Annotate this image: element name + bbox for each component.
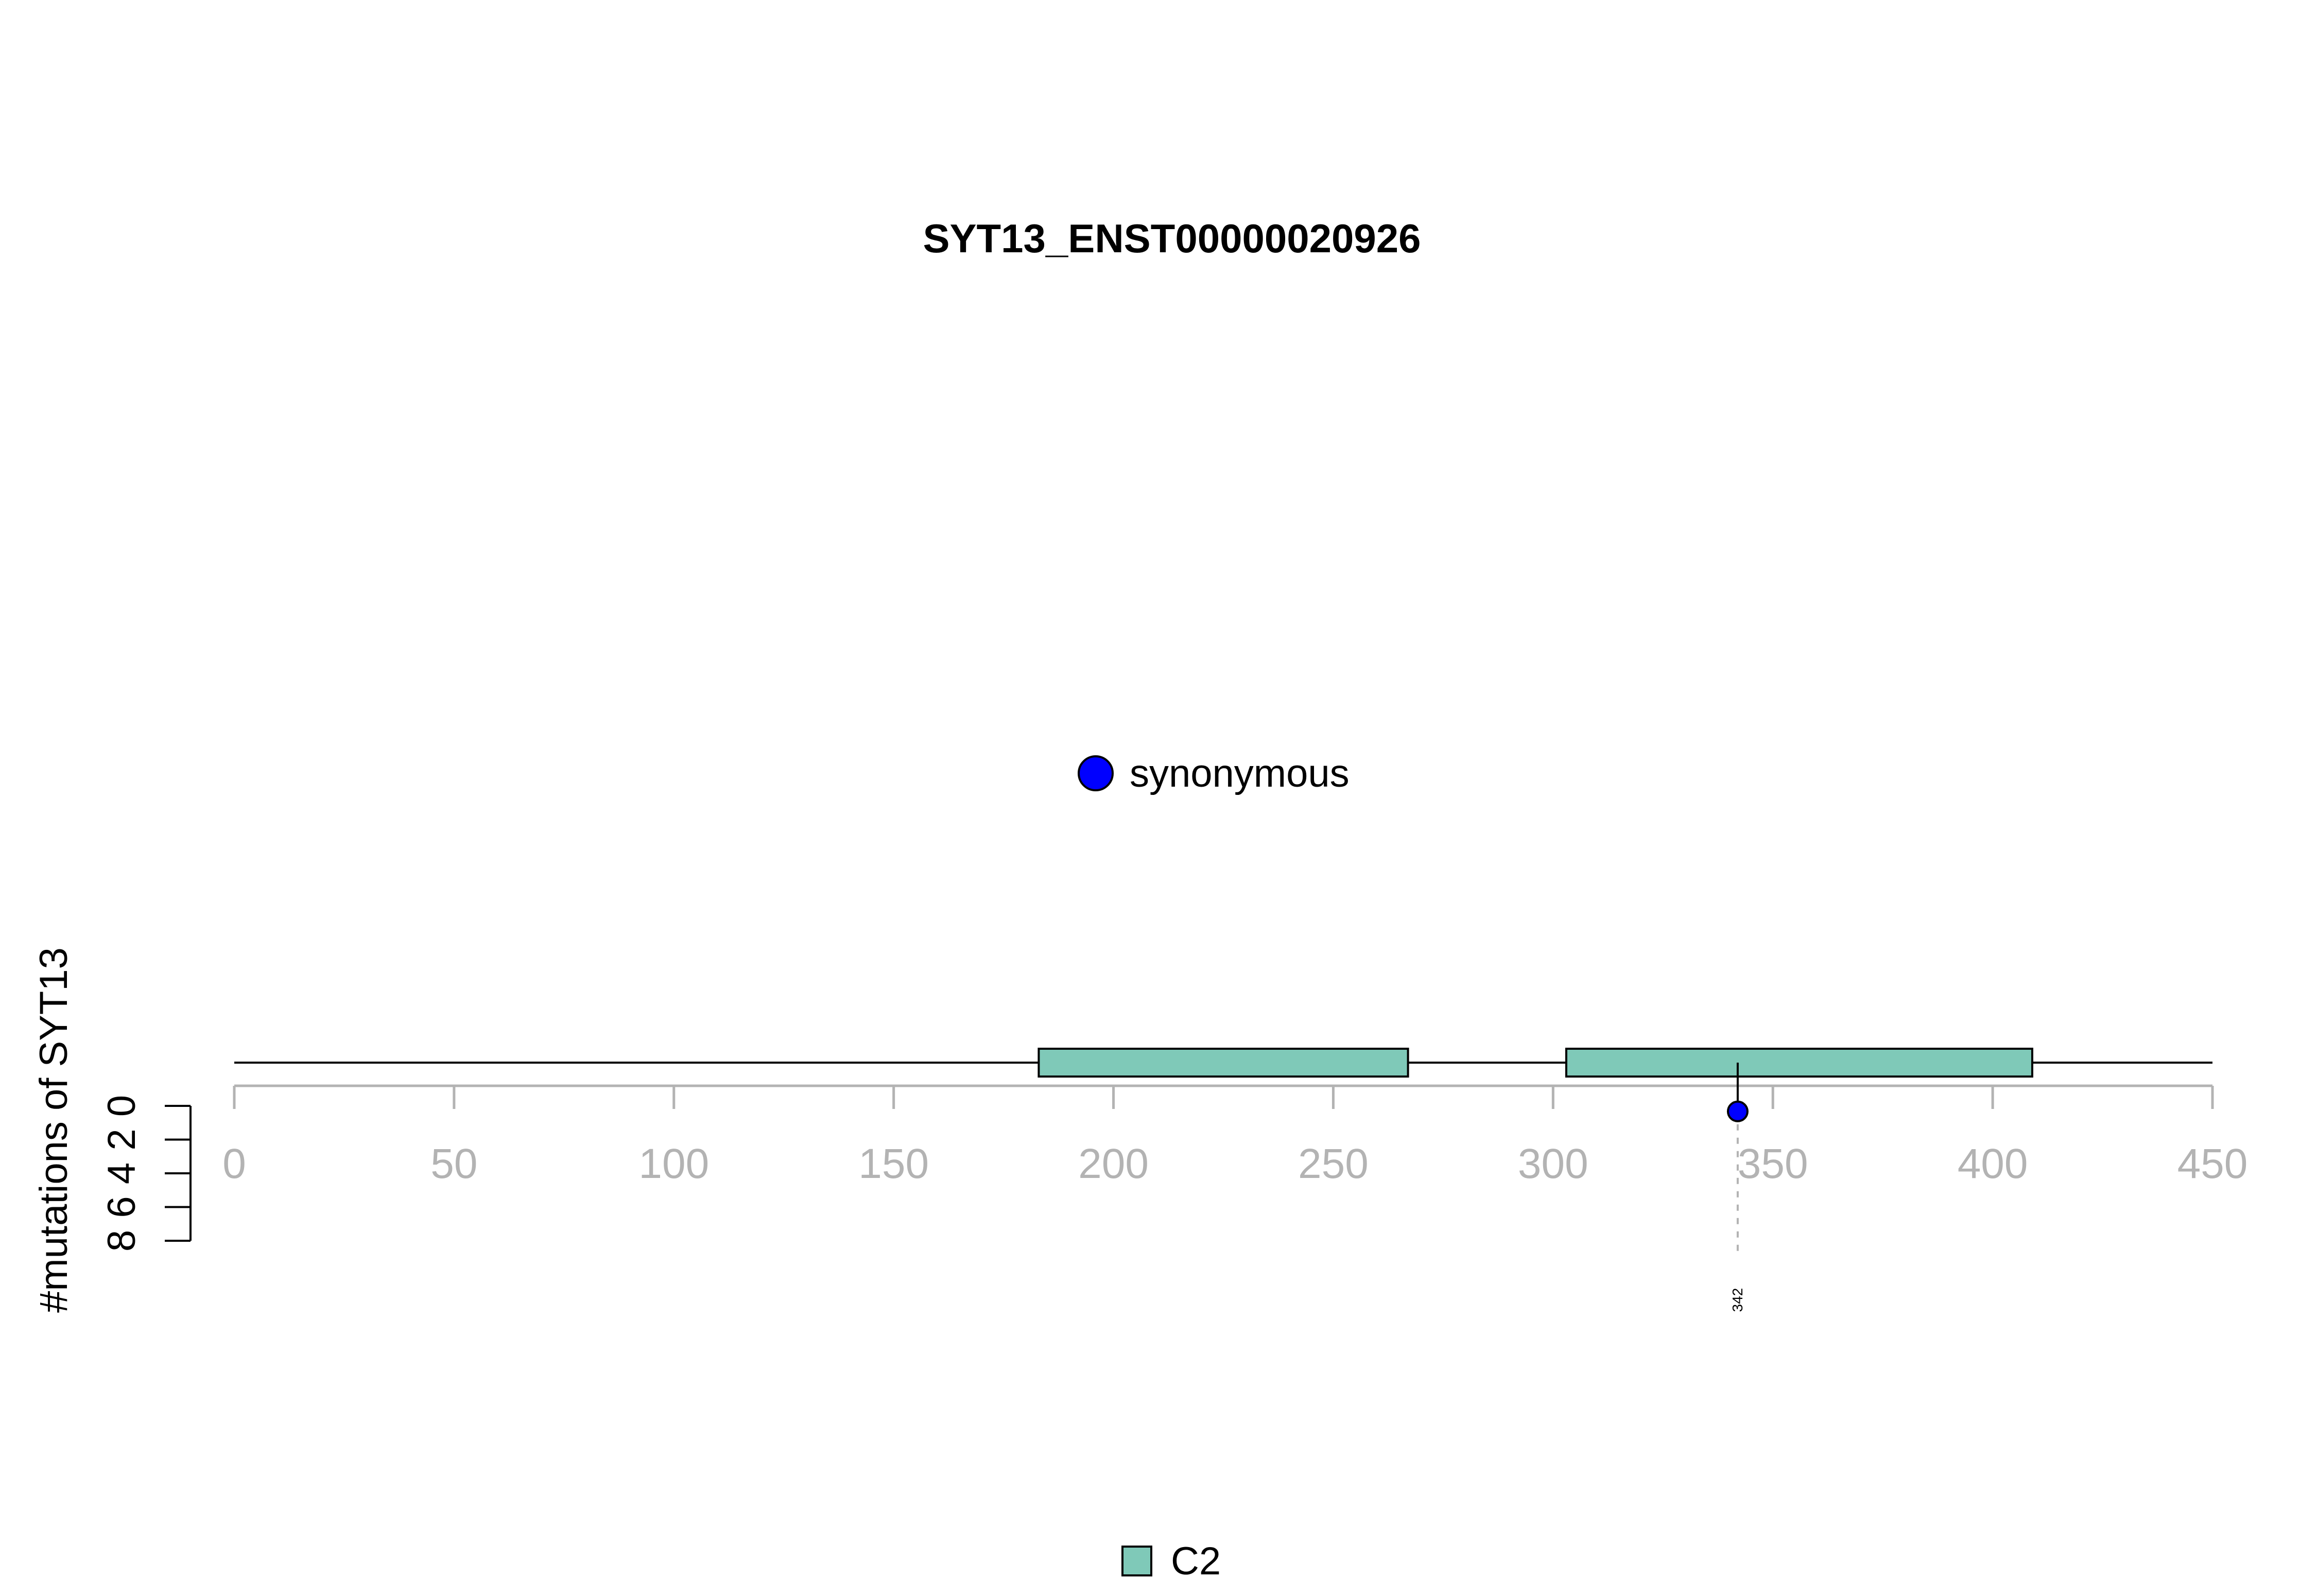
y-axis: 0 2 4 6 8 <box>100 1095 192 1252</box>
y-tick-label: 8 <box>100 1230 144 1252</box>
legend-c2-label: C2 <box>1171 1539 1221 1583</box>
domain-c2-2 <box>1565 1048 2033 1078</box>
x-tick-label: 200 <box>1078 1140 1149 1187</box>
mutation-lollipops: 342 <box>1726 1063 1749 1312</box>
y-tick-label: 6 <box>100 1196 144 1218</box>
x-tick-label: 0 <box>222 1140 246 1187</box>
x-axis: 0 50 100 150 200 250 300 350 400 450 <box>222 1084 2248 1187</box>
mutation-point-synonymous <box>1726 1100 1749 1122</box>
x-tick-label: 350 <box>1738 1140 1808 1187</box>
x-tick-label: 450 <box>2177 1140 2248 1187</box>
x-tick-label: 100 <box>638 1140 709 1187</box>
legend-c2-swatch <box>1121 1546 1152 1576</box>
legend-synonymous-label: synonymous <box>1130 752 1350 795</box>
x-tick-label: 400 <box>1958 1140 2028 1187</box>
x-tick-label: 50 <box>430 1140 477 1187</box>
y-tick-label: 0 <box>100 1095 144 1117</box>
y-tick-label: 2 <box>100 1129 144 1150</box>
y-tick-label: 4 <box>100 1163 144 1184</box>
mutation-legend: synonymous <box>1078 752 1350 795</box>
x-tick-label: 150 <box>858 1140 929 1187</box>
protein-track <box>234 1048 2212 1078</box>
domain-legend: C2 <box>1121 1539 1221 1583</box>
domain-c2-1 <box>1038 1048 1409 1078</box>
chart-title: SYT13_ENST00000020926 <box>923 216 1421 261</box>
mutation-position-label: 342 <box>1730 1288 1745 1312</box>
x-tick-label: 300 <box>1518 1140 1588 1187</box>
x-tick-label: 250 <box>1298 1140 1369 1187</box>
legend-synonymous-marker <box>1078 755 1114 791</box>
y-axis-label: #mutations of SYT13 <box>32 947 76 1313</box>
